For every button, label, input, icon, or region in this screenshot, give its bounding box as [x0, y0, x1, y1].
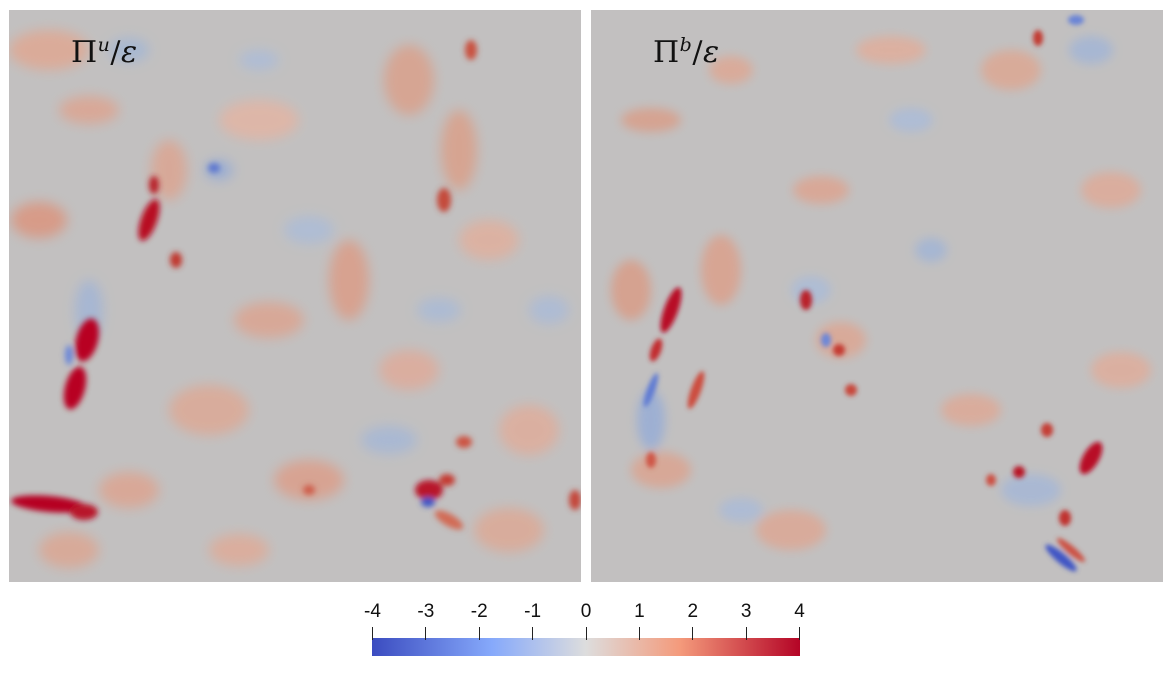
colorbar-tick-mark [638, 627, 640, 640]
colorbar-tick-label: -2 [470, 601, 488, 622]
colorbar-tick-label: -3 [417, 601, 435, 622]
colorbar-tick-mark [478, 627, 480, 640]
colorbar-tick-label: 1 [634, 601, 645, 622]
pi-u-label: Πu/ε [71, 34, 138, 70]
colorbar-tick-mark [745, 627, 747, 640]
pi-u-label-den: ε [121, 35, 138, 70]
label-slash: / [110, 35, 122, 70]
colorbar-tick-label: -4 [364, 601, 381, 622]
pi-b-label: Πb/ε [653, 34, 720, 70]
pi-b-label-sup: b [679, 34, 693, 56]
colorbar-tick-label: 3 [740, 601, 752, 622]
colorbar-tick-mark [532, 627, 534, 640]
colorbar [372, 638, 800, 656]
pi-b-field-image [591, 10, 1163, 582]
pi-b-label-base: Π [653, 35, 680, 70]
pi-u-field-image [9, 10, 581, 582]
pi-u-label-sup: u [97, 34, 111, 56]
colorbar-tick-mark [425, 627, 427, 640]
colorbar-tick-mark [372, 627, 373, 640]
colorbar-tick-label: 0 [580, 601, 592, 622]
pi-u-label-base: Π [71, 35, 98, 70]
field-panel-pi-b: Πb/ε [591, 10, 1163, 582]
field-panel-pi-u: Πu/ε [9, 10, 581, 582]
colorbar-tick-mark [799, 627, 800, 640]
label-slash: / [692, 35, 703, 70]
colorbar-tick-mark [692, 627, 694, 640]
colorbar-tick-mark [585, 627, 587, 640]
colorbar-tick-label: 4 [794, 601, 805, 622]
pi-b-label-den: ε [702, 35, 720, 70]
colorbar-tick-label: -1 [524, 601, 542, 622]
colorbar-tick-label: 2 [687, 601, 699, 622]
